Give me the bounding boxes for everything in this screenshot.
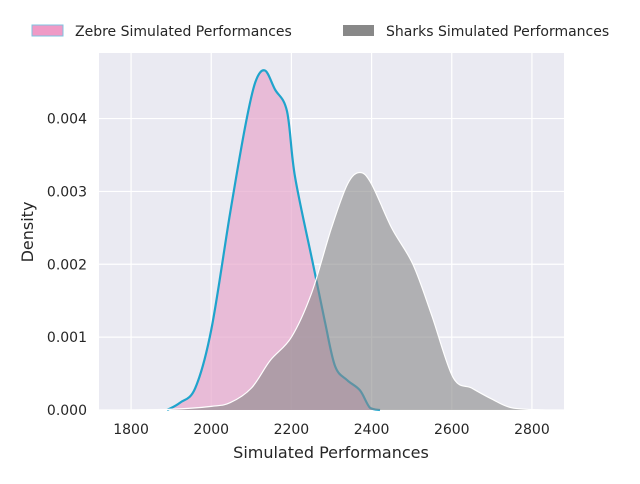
y-tick-label: 0.000 (47, 403, 87, 419)
x-axis-label: Simulated Performances (233, 443, 429, 462)
x-tick-label: 2600 (434, 422, 470, 438)
y-tick-labels: 0.000 0.001 0.002 0.003 0.004 (47, 112, 87, 419)
y-tick-label: 0.002 (47, 257, 87, 273)
x-tick-labels: 1800 2000 2200 2400 2600 2800 (113, 422, 550, 438)
density-line-sharks (120, 171, 545, 411)
y-tick-label: 0.004 (47, 112, 87, 128)
x-tick-label: 1800 (113, 422, 149, 438)
density-areas (120, 69, 545, 412)
y-tick-label: 0.001 (47, 330, 87, 346)
legend-swatch-zebre (31, 24, 64, 37)
density-area-sharks (120, 172, 545, 410)
x-tick-label: 2800 (514, 422, 550, 438)
x-tick-label: 2400 (354, 422, 390, 438)
legend-label-zebre: Zebre Simulated Performances (75, 24, 292, 40)
y-tick-label: 0.003 (47, 184, 87, 200)
legend-swatch-sharks (343, 25, 374, 36)
legend-label-sharks: Sharks Simulated Performances (386, 24, 609, 40)
density-area-zebre (167, 70, 381, 410)
legend: Zebre Simulated Performances Sharks Simu… (31, 24, 609, 40)
x-tick-label: 2200 (274, 422, 310, 438)
y-axis-label: Density (18, 202, 37, 263)
x-tick-label: 2000 (193, 422, 229, 438)
